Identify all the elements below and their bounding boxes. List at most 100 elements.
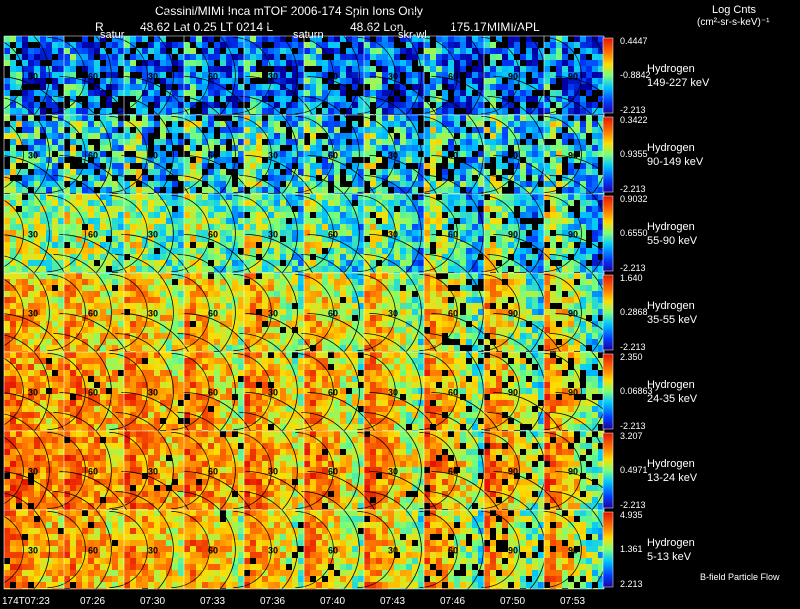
panel-r2-c9: 90 [543,155,634,312]
contour-arc-r3-c6-0 [357,274,396,351]
panel-r0-c2: 30 [109,0,200,154]
colorbar-max-3: 1.640 [620,273,643,283]
panel-r5-c1: 60 [47,392,138,549]
contour-arc-r3-c4-0 [233,274,272,351]
energy-label: 90-149 keV [647,155,704,168]
contour-arc-r3-c8-0 [481,274,520,351]
contour-arc-r6-c1-0 [47,511,86,588]
colorbar-max-6: 4.935 [620,510,643,520]
contour-label-r6-c2: 30 [148,546,158,556]
contour-arc-r6-c4-1 [239,491,298,608]
contour-label-r4-c8: 90 [508,388,518,398]
time-tick-5: 07:40 [320,596,346,607]
contour-arc-r6-c3-0 [171,511,210,588]
contour-label-r2-c3: 60 [208,230,218,240]
panel-r1-c0: 30 [0,76,76,233]
colorbar-6 [602,511,614,588]
contour-label-r5-c8: 90 [508,467,518,477]
contour-label-r0-c0: 30 [28,72,38,82]
contour-arc-r3-c3-0 [171,274,210,351]
contour-label-r6-c1: 60 [88,546,98,556]
panel-r5-c2: 30 [109,392,200,549]
contour-arc-r3-c9-0 [543,274,582,351]
contour-arc-r4-c3-0 [171,353,210,430]
panel-r0-c6: 30 [357,0,448,154]
contour-label-r6-c4: 30 [268,546,278,556]
panel-r6-c5: 60 [295,471,386,609]
contour-label-r2-c6: 30 [388,230,398,240]
contour-label-r0-c7: 60 [448,72,458,82]
time-tick-0: 174T07:23 [2,596,50,607]
contour-label-r2-c1: 60 [88,230,98,240]
contour-arc-r6-c3-1 [177,491,236,608]
contour-label-r5-c2: 30 [148,467,158,477]
time-tick-1: 07:26 [80,596,106,607]
contour-arc-r6-c0-0 [0,513,24,586]
panel-r4-c0: 30 [0,313,76,470]
contour-arc-r6-c5-0 [295,511,334,588]
contour-label-r2-c8: 90 [508,230,518,240]
energy-label: 35-55 keV [647,313,698,326]
contour-label-r4-c9: 90 [568,388,578,398]
contour-arc-r5-c3-0 [171,432,210,509]
contour-arc-r1-c0-0 [0,118,24,191]
panel-r5-c3: 60 [171,392,262,549]
contour-arc-r6-c2-1 [115,491,174,608]
contour-arc-r0-c9-0 [543,37,582,114]
contour-label-r5-c0: 30 [28,467,38,477]
time-tick-6: 07:43 [380,596,406,607]
contour-arc-r0-c8-0 [481,37,520,114]
panel-r2-c8: 90 [481,155,572,312]
contour-arc-r1-c5-0 [295,116,334,193]
contour-arc-r2-c4-0 [233,195,272,272]
contour-arc-r2-c0-0 [0,197,24,270]
contour-label-r6-c8: 90 [508,546,518,556]
contour-label-r0-c4: 30 [268,72,278,82]
contour-label-r1-c0: 30 [28,151,38,161]
panel-r2-c7: 60 [419,155,510,312]
time-tick-2: 07:30 [140,596,166,607]
colorbar-mid-1: 0.9355 [620,148,648,159]
contour-arc-r6-c6-0 [357,511,396,588]
panel-r1-c1: 60 [47,76,138,233]
contour-arc-r5-c4-0 [233,432,272,509]
contour-arc-r4-c5-0 [295,353,334,430]
row-label-6: Hydrogen 5-13 keV [647,536,695,564]
time-tick-8: 07:50 [500,596,526,607]
contour-label-r0-c5: 60 [328,72,338,82]
contour-arc-r3-c7-0 [419,274,458,351]
contour-arc-r1-c8-0 [481,116,520,193]
contour-label-r0-c3: 60 [208,72,218,82]
colorbar-min-3: -2.213 [620,342,646,352]
contour-arc-r6-c7-1 [425,491,484,608]
panel-r6-c8: 90 [481,471,572,609]
panel-r6-c0: 30 [0,471,76,609]
colorbar-0 [602,37,614,114]
units-label: (cm²-sr-s-keV)⁻¹ [697,17,770,28]
contour-label-r4-c7: 60 [448,388,458,398]
contour-arc-r2-c2-0 [109,195,148,272]
contour-label-r4-c4: 30 [268,388,278,398]
contour-label-r1-c9: 90 [568,151,578,161]
colorbar-mid-2: 0.6550 [620,227,648,238]
panel-r5-c6: 30 [357,392,448,549]
contour-label-r0-c1: 60 [88,72,98,82]
contour-label-r3-c4: 30 [268,309,278,319]
contour-label-r1-c2: 30 [148,151,158,161]
contour-arc-r5-c7-0 [419,432,458,509]
contour-label-r2-c7: 60 [448,230,458,240]
contour-arc-r0-c3-0 [171,37,210,114]
species-label: Hydrogen [647,299,695,312]
species-label: Hydrogen [647,536,695,549]
contour-arc-r5-c1-0 [47,432,86,509]
contour-label-r2-c0: 30 [28,230,38,240]
marker-saturn: saturn [293,29,324,41]
panel-r1-c7: 60 [419,76,510,233]
panel-r3-c5: 60 [295,234,386,391]
row-label-5: Hydrogen 13-24 keV [647,457,697,485]
colorbar-min-6: 2.213 [620,579,643,589]
contour-label-r0-c2: 30 [148,72,158,82]
energy-label: 55-90 keV [647,234,698,247]
contour-arc-r4-c9-0 [543,353,582,430]
panel-r6-c2: 30 [109,471,200,609]
